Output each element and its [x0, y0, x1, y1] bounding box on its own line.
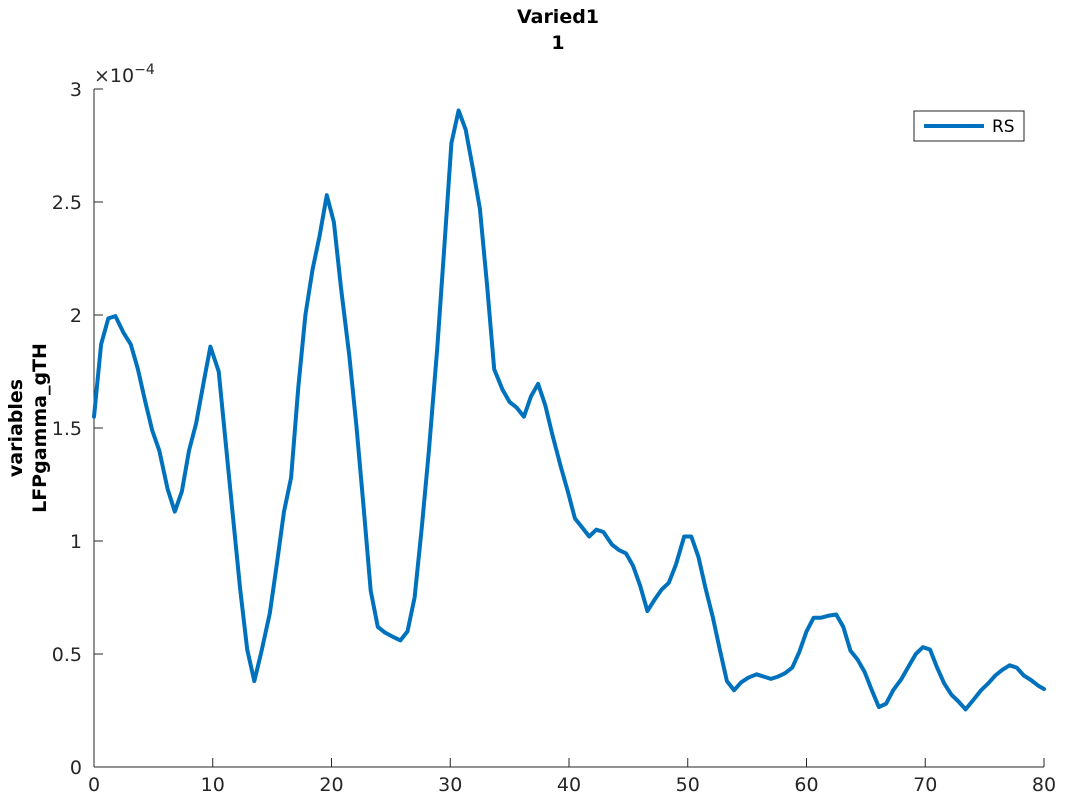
x-tick-label: 20 — [319, 774, 343, 796]
x-tick-label: 70 — [913, 774, 937, 796]
y-exponent-label: ×10−4 — [94, 62, 155, 87]
chart-title: Varied1 — [517, 6, 599, 28]
y-tick-label: 2 — [70, 305, 82, 327]
x-tick-label: 30 — [438, 774, 462, 796]
axes: 0 10 20 30 40 50 60 70 80 0 0.5 1 1.5 2 2.5 3 — [52, 79, 1056, 796]
x-tick-label: 40 — [557, 774, 581, 796]
x-tick-label: 10 — [201, 774, 225, 796]
x-tick-label: 0 — [88, 774, 100, 796]
legend: RS — [913, 110, 1025, 142]
x-tick-label: 80 — [1032, 774, 1056, 796]
legend-label: RS — [992, 117, 1015, 137]
series-line-rs — [92, 108, 1046, 712]
x-tick-label: 60 — [794, 774, 818, 796]
plot-area — [92, 108, 1046, 712]
y-tick-label: 1 — [70, 531, 82, 553]
y-tick-label: 1.5 — [52, 418, 82, 440]
y-axis-label: variables LFPgamma_gTH — [5, 343, 51, 513]
y-axis-label-line-1: variables — [5, 379, 27, 477]
y-axis-label-line-2: LFPgamma_gTH — [29, 343, 51, 513]
y-tick-label: 2.5 — [52, 192, 82, 214]
chart-subtitle: 1 — [551, 32, 564, 54]
y-exponent-power: −4 — [134, 62, 155, 78]
y-tick-label: 0 — [70, 757, 82, 779]
y-tick-label: 3 — [70, 79, 82, 101]
y-tick-label: 0.5 — [52, 644, 82, 666]
x-tick-label: 50 — [676, 774, 700, 796]
y-exponent-base: ×10 — [94, 65, 134, 87]
